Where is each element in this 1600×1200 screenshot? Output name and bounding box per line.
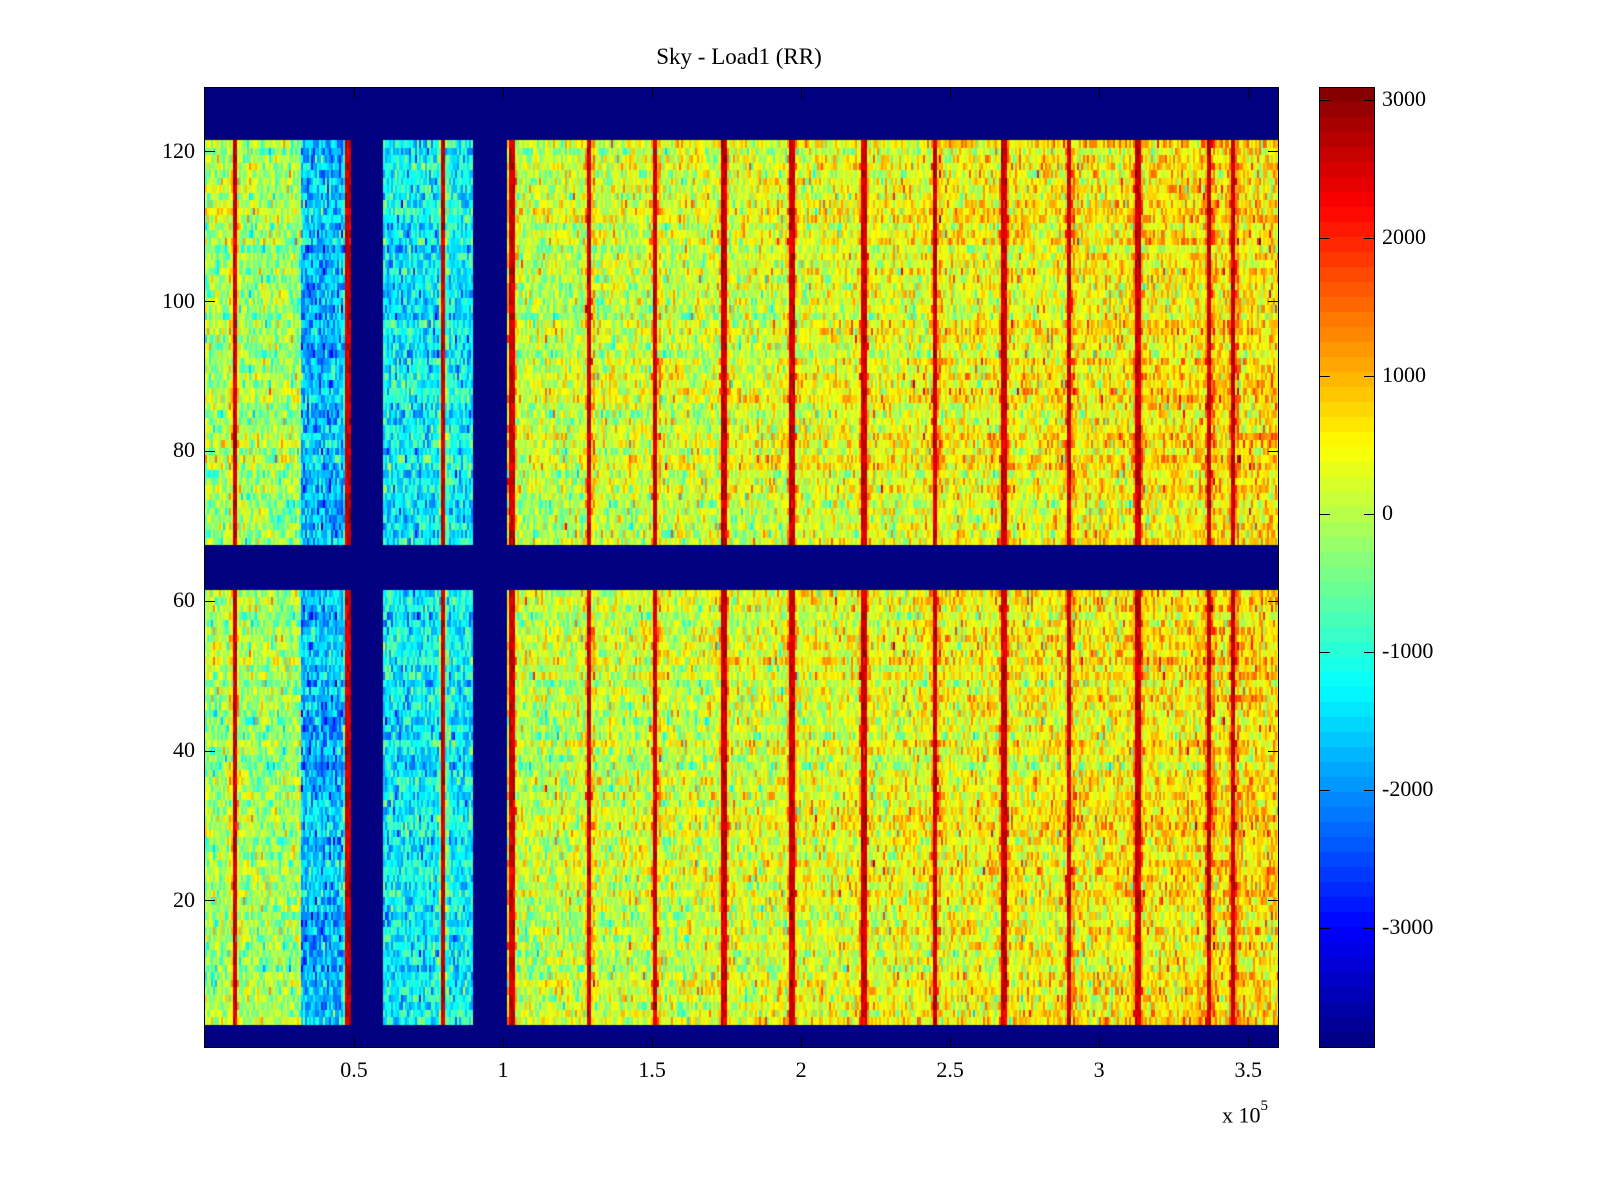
colorbar-tick-label: -2000	[1382, 776, 1434, 802]
colorbar-tick-mark-right	[1364, 513, 1374, 515]
x-tick-mark-top	[502, 88, 504, 98]
y-tick-mark	[205, 151, 215, 153]
x-tick-label: 3.5	[1234, 1057, 1262, 1082]
colorbar-tick-mark	[1320, 375, 1330, 377]
x-tick-mark	[1247, 1037, 1249, 1047]
colorbar-tick-label: -1000	[1382, 638, 1434, 664]
x-tick-mark-top	[800, 88, 802, 98]
x-tick-mark	[502, 1037, 504, 1047]
x-tick-label: 2	[795, 1057, 807, 1082]
x-exponent-power: 5	[1260, 1098, 1269, 1114]
y-tick-mark-right	[1268, 450, 1278, 452]
chart-title: Sky - Load1 (RR)	[656, 44, 822, 69]
heatmap-image	[205, 88, 1278, 1047]
x-tick-mark-top	[651, 88, 653, 98]
y-tick-label: 40	[173, 737, 195, 763]
colorbar-tick-mark	[1320, 513, 1330, 515]
colorbar-tick-mark-right	[1364, 927, 1374, 929]
heatmap-plot-area	[205, 88, 1278, 1047]
x-exponent-base: x 10	[1222, 1102, 1261, 1128]
x-tick-label: 2.5	[936, 1057, 964, 1082]
x-tick-mark-top	[353, 88, 355, 98]
y-tick-label: 100	[162, 287, 195, 313]
x-axis-exponent: x 105	[1222, 1098, 1268, 1128]
colorbar-tick-mark	[1320, 237, 1330, 239]
colorbar-tick-mark-right	[1364, 375, 1374, 377]
x-tick-mark	[949, 1037, 951, 1047]
colorbar-tick-mark-right	[1364, 789, 1374, 791]
y-tick-label: 60	[173, 587, 195, 613]
y-tick-label: 120	[162, 137, 195, 163]
y-tick-label: 80	[173, 437, 195, 463]
x-tick-label: 3	[1093, 1057, 1105, 1082]
x-tick-mark	[651, 1037, 653, 1047]
x-tick-mark-top	[1247, 88, 1249, 98]
y-tick-mark-right	[1268, 600, 1278, 602]
y-tick-label: 20	[173, 886, 195, 912]
colorbar-tick-mark-right	[1364, 651, 1374, 653]
colorbar-gradient	[1320, 88, 1374, 1047]
colorbar-tick-label: 1000	[1382, 362, 1426, 388]
colorbar-tick-mark-right	[1364, 237, 1374, 239]
y-tick-mark	[205, 600, 215, 602]
x-tick-label: 1	[497, 1057, 509, 1082]
x-tick-mark-top	[949, 88, 951, 98]
y-tick-mark	[205, 301, 215, 303]
x-tick-mark	[353, 1037, 355, 1047]
y-tick-mark-right	[1268, 151, 1278, 153]
x-tick-mark	[1098, 1037, 1100, 1047]
colorbar-tick-label: 2000	[1382, 224, 1426, 250]
colorbar-tick-mark-right	[1364, 99, 1374, 101]
colorbar-tick-label: 3000	[1382, 86, 1426, 112]
x-tick-label: 0.5	[340, 1057, 368, 1082]
colorbar-tick-label: -3000	[1382, 914, 1434, 940]
colorbar-tick-label: 0	[1382, 500, 1393, 526]
x-tick-mark-top	[1098, 88, 1100, 98]
y-tick-mark-right	[1268, 900, 1278, 902]
colorbar-tick-mark	[1320, 651, 1330, 653]
y-tick-mark	[205, 450, 215, 452]
colorbar-tick-mark	[1320, 927, 1330, 929]
y-tick-mark	[205, 900, 215, 902]
colorbar-tick-mark	[1320, 789, 1330, 791]
x-tick-label: 1.5	[638, 1057, 666, 1082]
x-tick-mark	[800, 1037, 802, 1047]
y-tick-mark-right	[1268, 301, 1278, 303]
y-tick-mark-right	[1268, 750, 1278, 752]
y-tick-mark	[205, 750, 215, 752]
colorbar	[1320, 88, 1374, 1047]
colorbar-tick-mark	[1320, 99, 1330, 101]
